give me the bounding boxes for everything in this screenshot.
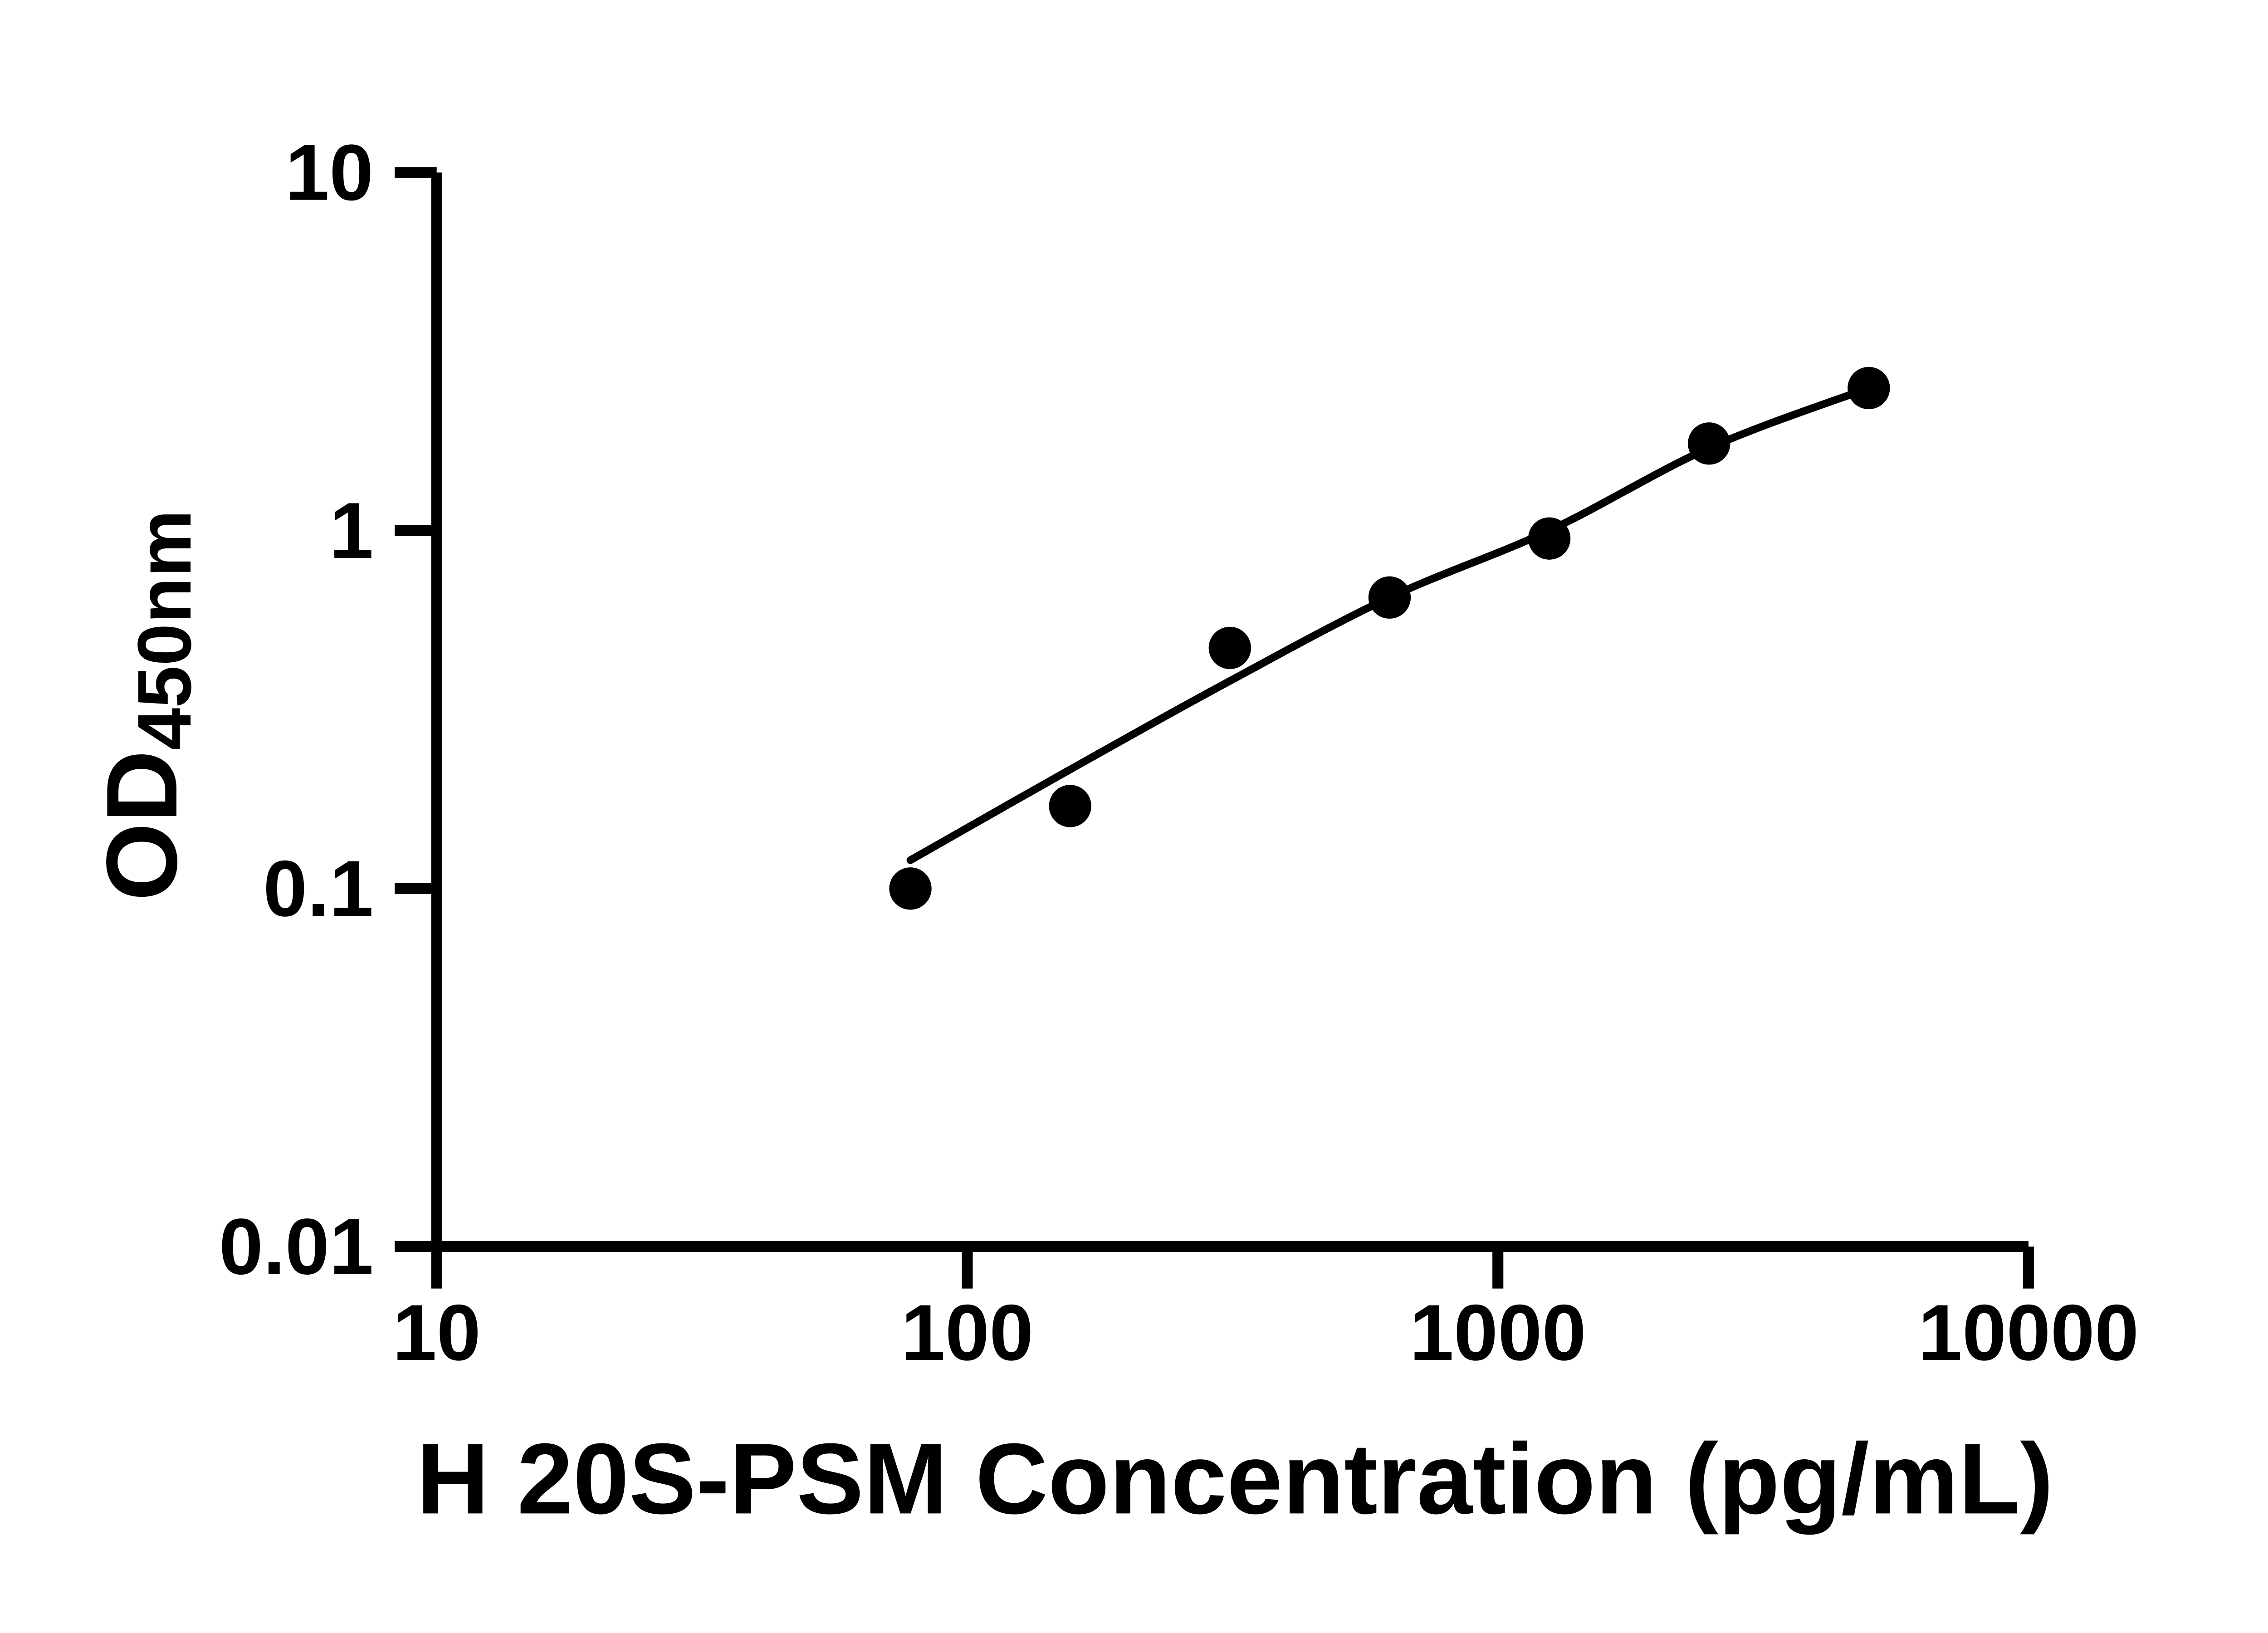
x-tick-label: 10000 [1918, 1289, 2139, 1377]
data-point [1528, 517, 1571, 560]
data-point [1049, 785, 1091, 827]
fit-line [906, 384, 1873, 864]
axis-frame [431, 172, 2028, 1252]
y-axis-title-subscript: 450nm [122, 510, 207, 750]
axes [431, 172, 2028, 1252]
x-tick-label: 100 [901, 1289, 1033, 1377]
y-axis-title: OD450nm [85, 510, 207, 901]
y-axis-title-main: OD [85, 750, 198, 901]
y-tick-label: 1 [329, 487, 373, 575]
x-tick-label: 1000 [1410, 1289, 1586, 1377]
data-point [1848, 367, 1890, 410]
x-tick-label: 10 [392, 1289, 481, 1377]
x-axis-title: H 20S-PSM Concentration (pg/mL) [416, 1422, 2053, 1535]
data-points [889, 367, 1890, 910]
y-tick-label: 10 [285, 129, 374, 217]
tick-marks [395, 167, 2034, 1289]
y-tick-label: 0.01 [219, 1203, 374, 1291]
y-tick-label: 0.1 [263, 845, 373, 933]
data-point [1208, 626, 1251, 670]
data-point [1368, 576, 1411, 619]
data-point [1688, 422, 1730, 465]
data-point [889, 867, 932, 910]
